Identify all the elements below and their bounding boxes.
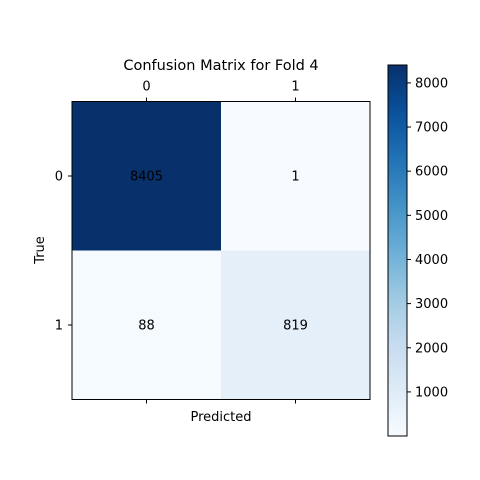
y-axis-label: True [33,236,48,265]
x-tick-label-0: 0 [142,80,150,95]
colorbar-tick-label-7: 8000 [415,76,448,91]
y-axis-ticks: 01 [55,170,72,334]
heatmap-cell-1-0 [72,250,221,400]
plot-frame [71,101,371,400]
colorbar: 1000 2000 3000 4000 5000 6000 7000 8000 [387,64,448,437]
colorbar-tick-label-1: 2000 [415,341,448,356]
x-tick-label-1: 1 [291,80,299,95]
cell-value-label-1-1: 819 [283,319,308,334]
y-tick-label-0: 0 [55,170,63,185]
colorbar-tick-label-5: 6000 [415,165,448,180]
heatmap-cell-1-1 [221,250,370,400]
colorbar-tick-label-0: 1000 [415,385,448,400]
colorbar-tick-label-6: 7000 [415,121,448,136]
cell-value-label-1-0: 88 [138,319,155,334]
colorbar-tick-label-3: 4000 [415,253,448,268]
cell-value-label-0-1: 1 [291,170,299,185]
y-tick-label-1: 1 [55,319,63,334]
colorbar-tick-label-2: 3000 [415,297,448,312]
heatmap-cells: 8405 1 88 819 [72,101,370,400]
colorbar-gradient [387,64,408,437]
heatmap-cell-0-1 [221,101,370,251]
chart-title: Confusion Matrix for Fold 4 [123,58,318,74]
x-axis-label: Predicted [190,410,251,425]
heatmap-cell-0-0 [72,101,221,251]
cell-value-label-0-0: 8405 [130,170,163,185]
colorbar-tick-label-4: 5000 [415,209,448,224]
